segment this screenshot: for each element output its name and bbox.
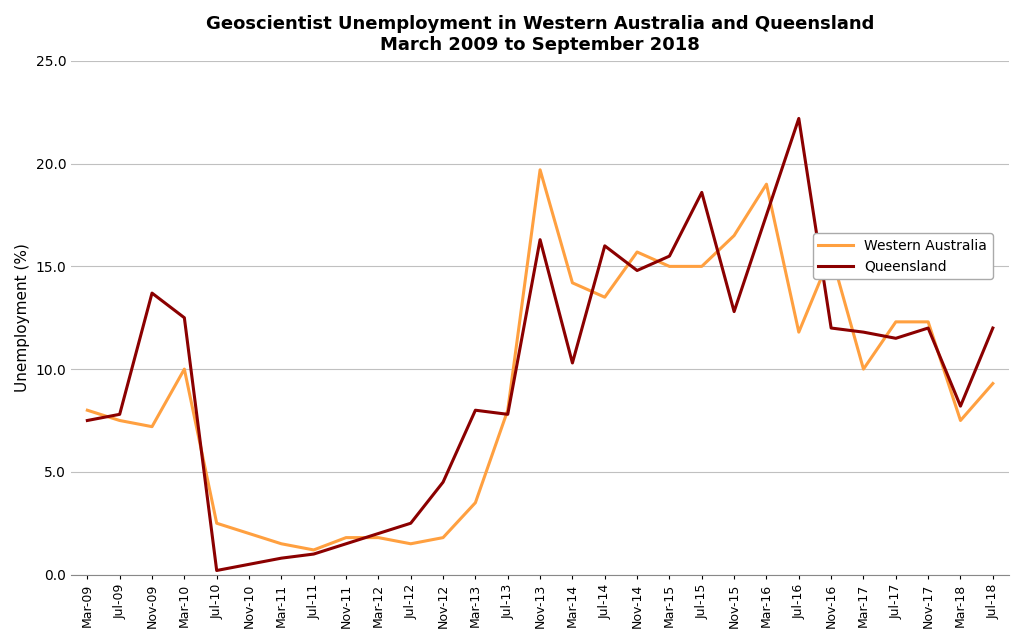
Western Australia (664, 262, 676, 270)
Western Australia (437, 534, 450, 541)
Queensland (857, 329, 869, 336)
Western Australia (534, 166, 546, 174)
Queensland (631, 267, 643, 275)
Line: Queensland: Queensland (87, 118, 993, 570)
Western Australia (566, 279, 579, 287)
Western Australia (243, 530, 255, 538)
Queensland (502, 410, 514, 418)
Queensland (566, 359, 579, 367)
Legend: Western Australia, Queensland: Western Australia, Queensland (813, 233, 992, 279)
Queensland (534, 236, 546, 244)
Queensland (307, 550, 319, 558)
Queensland (890, 334, 902, 342)
Title: Geoscientist Unemployment in Western Australia and Queensland
March 2009 to Sept: Geoscientist Unemployment in Western Aus… (206, 15, 874, 54)
Queensland (664, 252, 676, 260)
Queensland (373, 530, 385, 538)
Queensland (760, 211, 772, 219)
Queensland (340, 540, 352, 548)
Queensland (469, 406, 481, 414)
Western Australia (307, 546, 319, 554)
Queensland (793, 114, 805, 122)
Western Australia (890, 318, 902, 326)
Western Australia (145, 423, 158, 431)
Western Australia (114, 417, 126, 424)
Western Australia (825, 250, 838, 258)
Western Australia (178, 365, 190, 373)
Queensland (243, 561, 255, 568)
Western Australia (987, 379, 999, 387)
Queensland (211, 566, 223, 574)
Queensland (404, 520, 417, 527)
Western Australia (373, 534, 385, 541)
Queensland (695, 188, 708, 196)
Western Australia (502, 406, 514, 414)
Western Australia (857, 365, 869, 373)
Western Australia (469, 499, 481, 507)
Western Australia (728, 231, 740, 239)
Y-axis label: Unemployment (%): Unemployment (%) (15, 243, 30, 392)
Western Australia (631, 248, 643, 256)
Queensland (728, 308, 740, 316)
Western Australia (922, 318, 934, 326)
Western Australia (81, 406, 93, 414)
Queensland (437, 478, 450, 486)
Western Australia (340, 534, 352, 541)
Line: Western Australia: Western Australia (87, 170, 993, 550)
Queensland (922, 324, 934, 332)
Western Australia (793, 329, 805, 336)
Western Australia (275, 540, 288, 548)
Queensland (275, 554, 288, 562)
Queensland (825, 324, 838, 332)
Western Australia (954, 417, 967, 424)
Queensland (987, 324, 999, 332)
Queensland (178, 314, 190, 322)
Western Australia (404, 540, 417, 548)
Western Australia (760, 180, 772, 188)
Queensland (81, 417, 93, 424)
Queensland (114, 410, 126, 418)
Queensland (145, 289, 158, 297)
Western Australia (599, 293, 611, 301)
Western Australia (695, 262, 708, 270)
Western Australia (211, 520, 223, 527)
Queensland (954, 403, 967, 410)
Queensland (599, 242, 611, 249)
